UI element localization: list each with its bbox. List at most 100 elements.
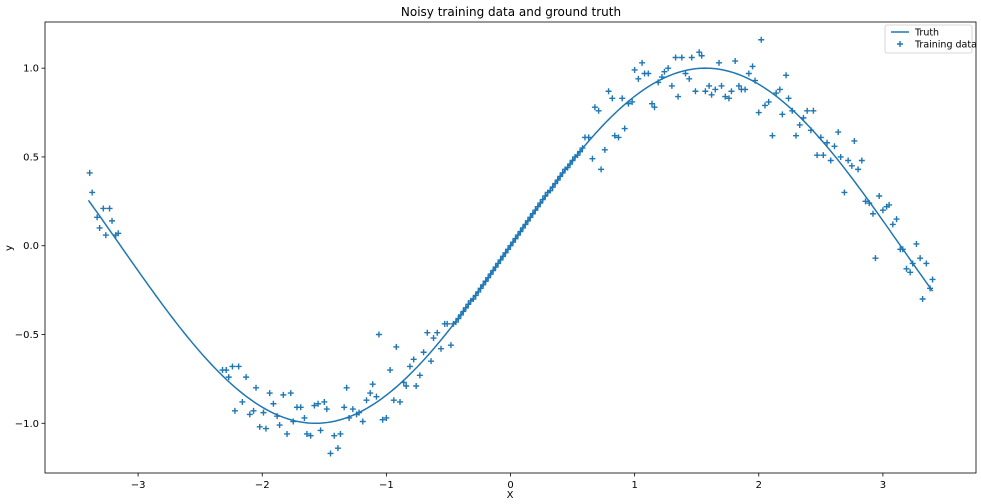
training-point: [858, 157, 865, 164]
training-point: [611, 132, 618, 139]
training-point: [696, 49, 703, 56]
training-point: [831, 143, 838, 150]
y-axis-ticks: −1.0 −0.5 0.0 0.5 1.0: [15, 64, 45, 430]
training-point: [661, 68, 668, 75]
training-point: [519, 224, 526, 231]
x-tick-label: 2: [756, 480, 762, 491]
training-point: [223, 367, 230, 374]
training-point: [552, 180, 559, 187]
training-point: [702, 88, 709, 95]
training-point: [89, 189, 96, 196]
training-point: [280, 391, 287, 398]
training-point: [460, 308, 467, 315]
x-axis-label: X: [507, 490, 514, 501]
training-point: [645, 70, 652, 77]
training-point: [410, 356, 417, 363]
training-point: [315, 400, 322, 407]
training-point: [761, 102, 768, 109]
training-point: [649, 100, 656, 107]
training-point: [862, 198, 869, 205]
training-point: [287, 390, 294, 397]
training-point: [532, 207, 539, 214]
training-point: [735, 82, 742, 89]
training-point: [379, 416, 386, 423]
y-tick-label: 0.5: [23, 152, 39, 163]
training-point: [517, 228, 524, 235]
training-point: [393, 343, 400, 350]
training-point: [728, 88, 735, 95]
training-point: [554, 177, 561, 184]
training-point: [621, 125, 628, 132]
training-point: [284, 430, 291, 437]
training-point: [487, 271, 494, 278]
training-point: [94, 214, 101, 221]
training-point: [437, 345, 444, 352]
training-point: [559, 169, 566, 176]
training-point: [745, 70, 752, 77]
training-point: [557, 173, 564, 180]
training-point: [239, 398, 246, 405]
training-point: [848, 162, 855, 169]
training-point: [869, 210, 876, 217]
training-point: [629, 98, 636, 105]
training-point: [796, 121, 803, 128]
training-point: [601, 146, 608, 153]
training-point: [913, 240, 920, 247]
training-point: [231, 407, 238, 414]
x-tick-label: −2: [255, 480, 270, 491]
training-point: [927, 285, 934, 292]
training-point: [591, 104, 598, 111]
training-point: [109, 217, 116, 224]
training-point: [718, 82, 725, 89]
training-point: [480, 281, 487, 288]
training-point: [907, 269, 914, 276]
training-point: [765, 98, 772, 105]
training-point: [400, 379, 407, 386]
training-point: [619, 95, 626, 102]
training-point: [845, 157, 852, 164]
training-point: [430, 335, 437, 342]
y-tick-label: −0.5: [15, 330, 39, 341]
training-point: [274, 413, 281, 420]
training-point: [369, 381, 376, 388]
y-tick-label: −1.0: [15, 419, 39, 430]
training-point: [297, 404, 304, 411]
y-tick-label: 0.0: [23, 241, 39, 252]
training-point: [428, 358, 435, 365]
training-point: [609, 95, 616, 102]
training-point: [615, 134, 622, 141]
training-point: [605, 88, 612, 95]
training-point: [595, 107, 602, 114]
training-point: [100, 205, 107, 212]
training-point: [725, 95, 732, 102]
training-point: [807, 127, 814, 134]
training-point: [708, 91, 715, 98]
training-point: [539, 196, 546, 203]
training-point: [477, 285, 484, 292]
training-point: [585, 134, 592, 141]
training-point: [434, 329, 441, 336]
training-point: [569, 157, 576, 164]
training-point: [817, 134, 824, 141]
training-point: [102, 232, 109, 239]
training-point: [495, 260, 502, 267]
training-point: [235, 363, 242, 370]
training-point: [899, 246, 906, 253]
training-point: [290, 418, 297, 425]
training-point: [722, 93, 729, 100]
training-point: [262, 425, 269, 432]
training-point: [855, 166, 862, 173]
training-point: [658, 74, 665, 81]
plot-area: [86, 36, 936, 457]
training-point: [444, 320, 451, 327]
training-point: [549, 184, 556, 191]
training-point: [256, 423, 263, 430]
training-point: [356, 409, 363, 416]
legend-training-swatch: [897, 41, 903, 47]
training-point: [490, 267, 497, 274]
training-point: [250, 407, 257, 414]
training-point: [86, 169, 93, 176]
training-point: [827, 157, 834, 164]
training-point: [923, 260, 930, 267]
